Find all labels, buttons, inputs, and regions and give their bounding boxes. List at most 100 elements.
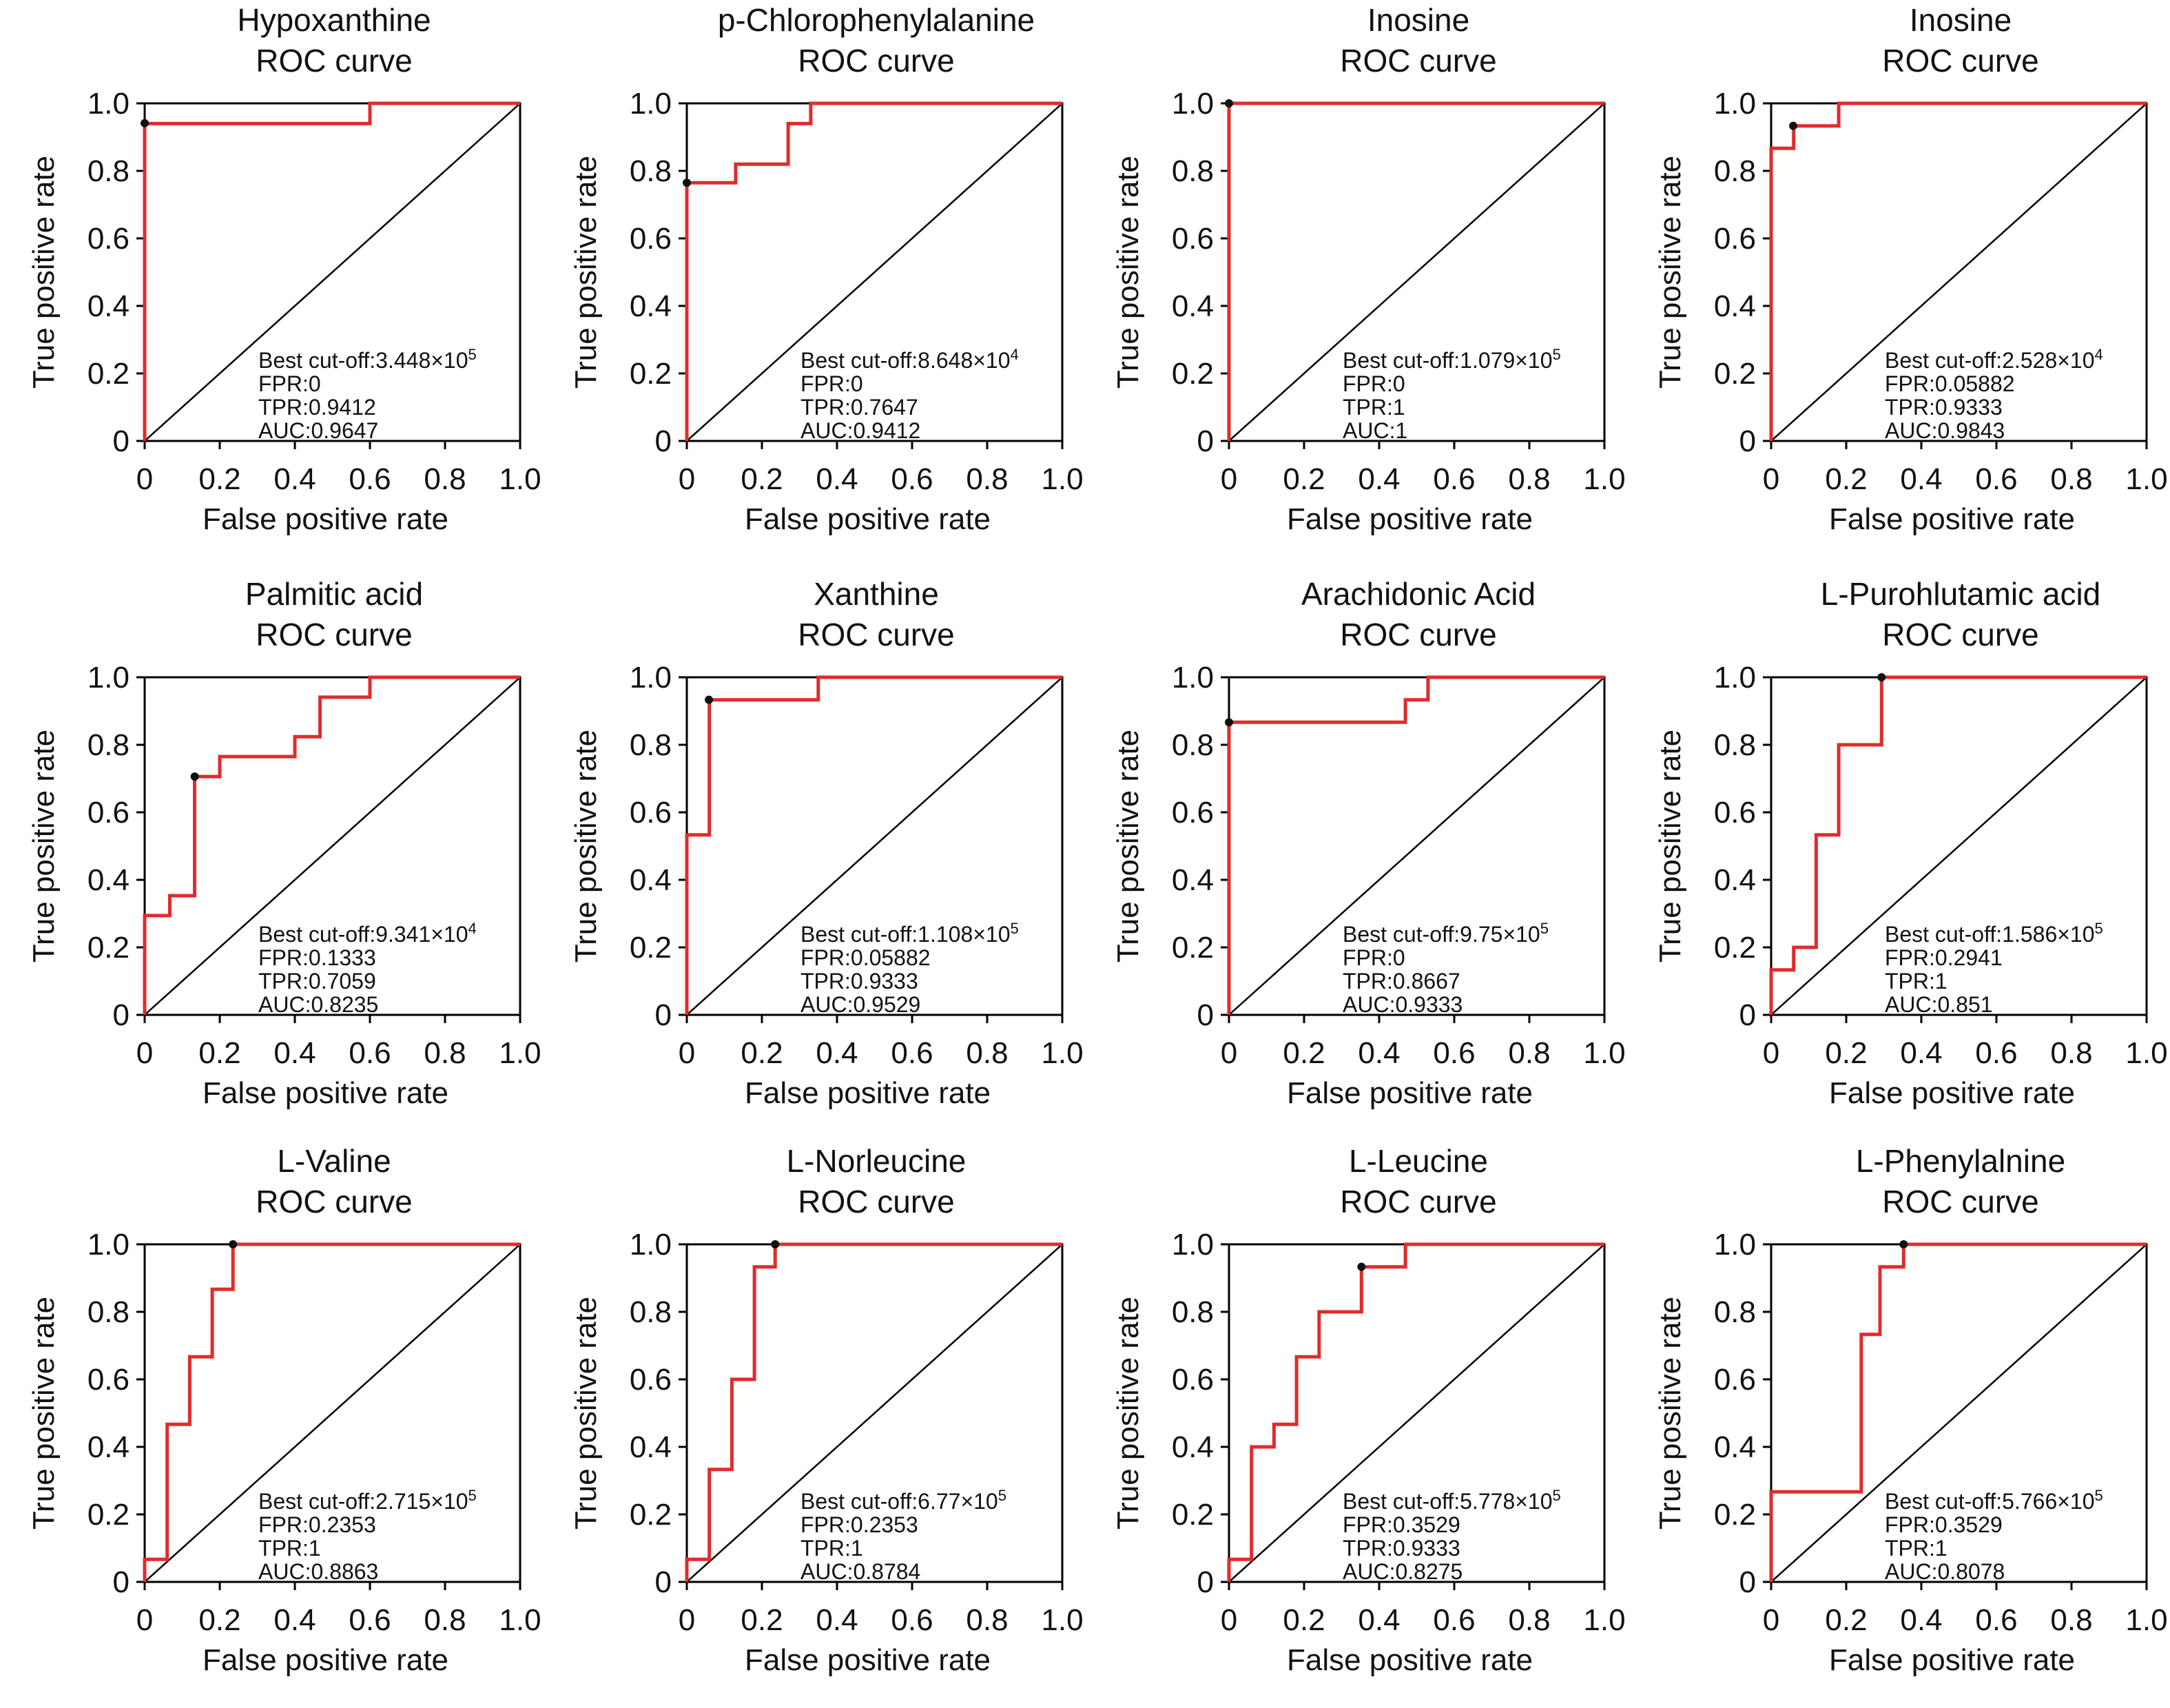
x-tick-label: 0.4 (1358, 462, 1400, 496)
y-axis-label: True positive rate (27, 156, 61, 389)
y-tick-label: 0 (1197, 1565, 1214, 1599)
x-tick-label: 0.4 (1358, 1603, 1400, 1637)
diagonal-reference-line (144, 677, 521, 1016)
x-tick-label: 0.2 (1283, 1036, 1325, 1070)
auc-text: AUC:0.9333 (1343, 992, 1463, 1017)
fpr-text: FPR:0.05882 (1885, 371, 2015, 396)
x-tick-label: 0.8 (2050, 462, 2092, 496)
x-tick-label: 0 (679, 462, 695, 496)
x-tick-label: 0 (1221, 462, 1237, 496)
y-tick-label: 0.4 (1172, 863, 1214, 897)
x-tick-label: 0.6 (1975, 1603, 2017, 1637)
x-tick-label: 0.8 (2050, 1603, 2092, 1637)
y-tick-label: 0.2 (1714, 1498, 1756, 1532)
diagonal-reference-line (1228, 103, 1605, 442)
best-cutoff-text: Best cut-off:6.77×105 (800, 1487, 1006, 1514)
y-tick-label: 0.6 (630, 222, 672, 256)
y-tick-label: 0.2 (1172, 1498, 1214, 1532)
roc-panel: Inosine ROC curve True positive rate False … (1626, 0, 2169, 567)
x-axis-label: False positive rate (203, 1643, 448, 1677)
best-cutoff-point (229, 1240, 238, 1248)
roc-chart: L-Valine ROC curve True positive rate False… (27, 1143, 541, 1677)
x-tick-label: 0.6 (1433, 462, 1475, 496)
roc-chart: Inosine ROC curve True positive rate False … (1111, 2, 1626, 536)
chart-title: Inosine (1910, 2, 2012, 38)
y-tick-label: 0.6 (87, 796, 130, 830)
y-tick-label: 0.6 (1714, 796, 1756, 830)
best-cutoff-text: Best cut-off:2.715×105 (258, 1487, 477, 1514)
roc-curve (143, 1242, 520, 1582)
best-cutoff-point (683, 178, 691, 187)
roc-panel: L-Leucine ROC curve True positive rate Fals… (1084, 1141, 1626, 1708)
auc-text: AUC:0.9843 (1885, 418, 2005, 443)
tpr-text: TPR:1 (1885, 1536, 1947, 1561)
y-tick-label: 0.8 (630, 728, 672, 762)
y-tick-label: 0.4 (87, 289, 130, 323)
diagonal-reference-line (1228, 677, 1605, 1016)
y-axis-label: True positive rate (1111, 156, 1145, 389)
best-cutoff-point (1225, 718, 1233, 727)
chart-subtitle: ROC curve (798, 617, 954, 652)
diagonal-reference-line (144, 1244, 521, 1583)
roc-chart: L-Phenylalnine ROC curve True positive rat… (1653, 1143, 2168, 1677)
roc-panel: L-Norleucine ROC curve True positive rate F… (542, 1141, 1084, 1708)
x-tick-label: 0.4 (1900, 1036, 1942, 1070)
roc-chart: Arachidonic Acid ROC curve True positive r… (1111, 576, 1626, 1110)
x-tick-label: 0.2 (198, 462, 240, 496)
tpr-text: TPR:0.9333 (1343, 1536, 1460, 1561)
y-tick-label: 0.6 (630, 1363, 672, 1397)
y-tick-label: 0.2 (1172, 931, 1214, 965)
chart-subtitle: ROC curve (256, 1184, 412, 1220)
y-axis-label: True positive rate (569, 1297, 603, 1530)
x-tick-label: 0 (679, 1603, 695, 1637)
best-cutoff-text: Best cut-off:1.079×105 (1343, 346, 1561, 373)
auc-text: AUC:0.9529 (800, 992, 920, 1017)
x-tick-label: 0.6 (349, 1036, 391, 1070)
roc-chart: L-Norleucine ROC curve True positive rate F… (569, 1143, 1084, 1677)
roc-panel: L-Purohlutamic acid ROC curve True positiv… (1626, 574, 2169, 1141)
y-tick-label: 0 (1739, 424, 1756, 458)
fpr-text: FPR:0.3529 (1343, 1512, 1460, 1537)
x-tick-label: 0 (1221, 1036, 1237, 1070)
x-tick-label: 1.0 (1583, 1603, 1625, 1637)
y-tick-label: 0 (655, 1565, 672, 1599)
chart-subtitle: ROC curve (256, 617, 412, 652)
chart-title: L-Phenylalnine (1856, 1143, 2065, 1179)
x-axis-label: False positive rate (745, 502, 991, 536)
x-tick-label: 0.2 (741, 1603, 783, 1637)
x-tick-label: 0.2 (1825, 1036, 1867, 1070)
chart-subtitle: ROC curve (1340, 43, 1496, 79)
x-tick-label: 0.2 (1825, 1603, 1867, 1637)
roc-chart: L-Purohlutamic acid ROC curve True positiv… (1653, 576, 2168, 1110)
fpr-text: FPR:0.2353 (258, 1512, 376, 1537)
x-tick-label: 0.6 (891, 1603, 933, 1637)
x-tick-label: 0.8 (1508, 1603, 1550, 1637)
x-tick-label: 0.6 (891, 462, 933, 496)
y-tick-label: 0.8 (630, 1295, 672, 1329)
fpr-text: FPR:0 (258, 371, 321, 396)
x-tick-label: 1.0 (1041, 462, 1083, 496)
x-tick-label: 1.0 (499, 1603, 541, 1637)
auc-text: AUC:0.851 (1885, 992, 1993, 1017)
x-tick-label: 0 (136, 1603, 153, 1637)
y-tick-label: 0.2 (87, 931, 130, 965)
y-tick-label: 0.6 (1714, 1363, 1756, 1397)
y-tick-label: 0.8 (87, 154, 130, 188)
tpr-text: TPR:0.9333 (800, 969, 918, 994)
x-tick-label: 0.4 (816, 462, 858, 496)
x-tick-label: 0.4 (273, 1036, 316, 1070)
y-tick-label: 0.6 (1714, 222, 1756, 256)
x-tick-label: 0.8 (424, 462, 466, 496)
auc-text: AUC:1 (1343, 418, 1407, 443)
roc-panel: L-Phenylalnine ROC curve True positive rat… (1626, 1141, 2169, 1708)
roc-panel: Inosine ROC curve True positive rate False … (1084, 0, 1626, 567)
roc-curve (1769, 675, 2147, 1015)
chart-title: L-Purohlutamic acid (1821, 576, 2101, 612)
auc-text: AUC:0.8235 (258, 992, 378, 1017)
x-tick-label: 0.8 (1508, 1036, 1550, 1070)
best-cutoff-text: Best cut-off:5.766×105 (1885, 1487, 2103, 1514)
tpr-text: TPR:1 (800, 1536, 863, 1561)
y-tick-label: 0.2 (1714, 357, 1756, 391)
x-tick-label: 0.4 (273, 462, 316, 496)
y-axis-label: True positive rate (569, 156, 603, 389)
